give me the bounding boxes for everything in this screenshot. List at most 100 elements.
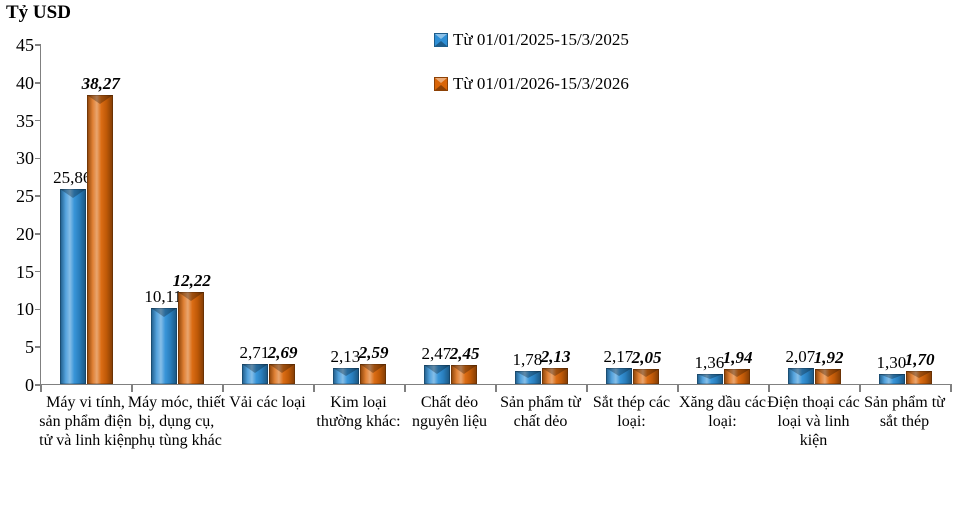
y-axis-tick bbox=[35, 308, 41, 311]
bar-column: 2,17 bbox=[604, 348, 633, 384]
x-axis-tick bbox=[313, 384, 315, 392]
x-axis-category-label: Máy móc, thiết bị, dụng cụ, phụ tùng khá… bbox=[127, 394, 226, 449]
swatch-bevel bbox=[435, 34, 447, 39]
y-axis-tick bbox=[35, 384, 41, 386]
category-group: 2,13 2,59 bbox=[314, 45, 405, 384]
category-group: 2,47 2,45 bbox=[405, 45, 496, 384]
legend-entry-series2: Từ 01/01/2026-15/3/2026 bbox=[434, 74, 629, 94]
bar-data-label: 2,69 bbox=[267, 343, 298, 362]
x-axis-category-label: Sản phẩm từ chất dẻo bbox=[500, 394, 581, 430]
y-axis-tick-label: 25 bbox=[16, 186, 34, 207]
bar-top-bevel bbox=[815, 369, 841, 377]
bar-data-label: 12,22 bbox=[172, 271, 211, 290]
bar-series1 bbox=[242, 364, 268, 384]
chart-legend: Từ 01/01/2025-15/3/2025 Từ 01/01/2026-15… bbox=[434, 30, 629, 94]
bar-top-bevel bbox=[360, 364, 386, 373]
y-axis-tick-label: 20 bbox=[16, 223, 34, 244]
category-group: 10,11 12,22 bbox=[132, 45, 223, 384]
bar-data-label: 2,45 bbox=[449, 344, 480, 363]
bar-series2 bbox=[360, 364, 386, 384]
category-group: 2,17 2,05 bbox=[587, 45, 678, 384]
x-axis-category-label: Kim loại thường khác: bbox=[316, 394, 401, 430]
bar-series1 bbox=[151, 308, 177, 384]
bar-data-label: 2,05 bbox=[631, 348, 662, 367]
y-axis-tick bbox=[35, 346, 41, 348]
bar-series2 bbox=[906, 371, 932, 384]
bar-data-label: 1,30 bbox=[876, 353, 907, 372]
bar-series2 bbox=[542, 368, 568, 384]
bar-data-label: 2,59 bbox=[358, 343, 389, 362]
bar-top-bevel bbox=[633, 369, 659, 377]
y-axis-tick bbox=[35, 82, 41, 84]
bar-column: 1,94 bbox=[723, 349, 752, 384]
x-axis-category-label: Điện thoại các loại và linh kiện bbox=[767, 394, 860, 449]
bar-top-bevel bbox=[788, 368, 814, 376]
category-group: 2,71 2,69 bbox=[223, 45, 314, 384]
bar-column: 2,13 bbox=[331, 348, 360, 384]
x-axis-category-label: Vải các loại bbox=[229, 394, 306, 411]
bar-data-label: 25,86 bbox=[53, 168, 92, 187]
plot-area: 0 5 10 15 20 25 30 35 40 45 25,86 38,27 10,11 12,22 2,… bbox=[16, 36, 952, 394]
bar-top-bevel bbox=[178, 292, 204, 301]
bar-top-bevel bbox=[333, 368, 359, 376]
swatch-bevel bbox=[435, 78, 447, 83]
bar-data-label: 2,13 bbox=[540, 347, 571, 366]
bar-top-bevel bbox=[424, 365, 450, 374]
y-axis-tick-label: 35 bbox=[16, 110, 34, 131]
x-axis-tick bbox=[495, 384, 497, 392]
bar-series1 bbox=[697, 374, 723, 384]
bar-top-bevel bbox=[879, 374, 905, 379]
bar-series2 bbox=[815, 369, 841, 384]
y-axis-tick bbox=[35, 119, 41, 122]
bar-column: 1,92 bbox=[814, 349, 843, 384]
category-group: 1,30 1,70 bbox=[860, 45, 951, 384]
bar-column: 1,70 bbox=[905, 351, 934, 384]
bar-top-bevel bbox=[451, 365, 477, 374]
x-axis-category-label: Chất dẻo nguyên liệu bbox=[411, 394, 488, 430]
y-axis-tick bbox=[35, 270, 41, 273]
bar-top-bevel bbox=[606, 368, 632, 376]
bar-data-label: 1,92 bbox=[813, 348, 844, 367]
swatch-bevel bbox=[435, 85, 447, 90]
y-axis-tick-label: 40 bbox=[16, 72, 34, 93]
bar-column: 1,78 bbox=[513, 351, 542, 384]
y-axis-tick bbox=[35, 44, 41, 46]
x-axis-tick bbox=[222, 384, 224, 392]
x-axis-tick bbox=[586, 384, 588, 392]
bar-data-label: 1,36 bbox=[694, 353, 725, 372]
x-axis-tick bbox=[40, 384, 42, 392]
series2-color-swatch bbox=[434, 77, 448, 91]
bar-column: 10,11 bbox=[144, 288, 182, 384]
legend-label-series2: Từ 01/01/2026-15/3/2026 bbox=[453, 74, 629, 93]
bar-series1 bbox=[424, 365, 450, 384]
bar-data-label: 2,13 bbox=[330, 347, 361, 366]
x-axis-tick bbox=[677, 384, 679, 392]
swatch-bevel bbox=[435, 41, 447, 46]
x-axis-category-label: Máy vi tính, sản phẩm điện tử và linh ki… bbox=[39, 394, 132, 449]
bar-data-label: 1,70 bbox=[904, 350, 935, 369]
x-axis-tick bbox=[404, 384, 406, 392]
y-axis-tick-label: 30 bbox=[16, 148, 34, 169]
bar-column: 12,22 bbox=[173, 272, 211, 384]
bar-top-bevel bbox=[724, 369, 750, 377]
bar-data-label: 2,17 bbox=[603, 347, 634, 366]
bar-series1 bbox=[606, 368, 632, 384]
bar-column: 1,36 bbox=[695, 354, 724, 384]
bar-column: 2,13 bbox=[541, 348, 570, 384]
bar-top-bevel bbox=[906, 371, 932, 378]
bar-series2 bbox=[633, 369, 659, 384]
bar-data-label: 1,78 bbox=[512, 350, 543, 369]
y-axis-tick-label: 0 bbox=[25, 375, 34, 395]
bar-top-bevel bbox=[542, 368, 568, 376]
series1-color-swatch bbox=[434, 33, 448, 47]
y-axis-tick-label: 45 bbox=[16, 35, 34, 55]
y-axis-tick bbox=[35, 233, 41, 235]
bar-series1 bbox=[879, 374, 905, 384]
x-axis-tick bbox=[950, 384, 952, 392]
bar-series1 bbox=[515, 371, 541, 384]
x-axis-labels: Máy vi tính, sản phẩm điện tử và linh ki… bbox=[39, 393, 950, 520]
bar-series1 bbox=[333, 368, 359, 384]
x-axis-category-label: Sản phẩm từ sắt thép bbox=[864, 394, 945, 430]
y-axis-tick-label: 5 bbox=[25, 337, 34, 358]
